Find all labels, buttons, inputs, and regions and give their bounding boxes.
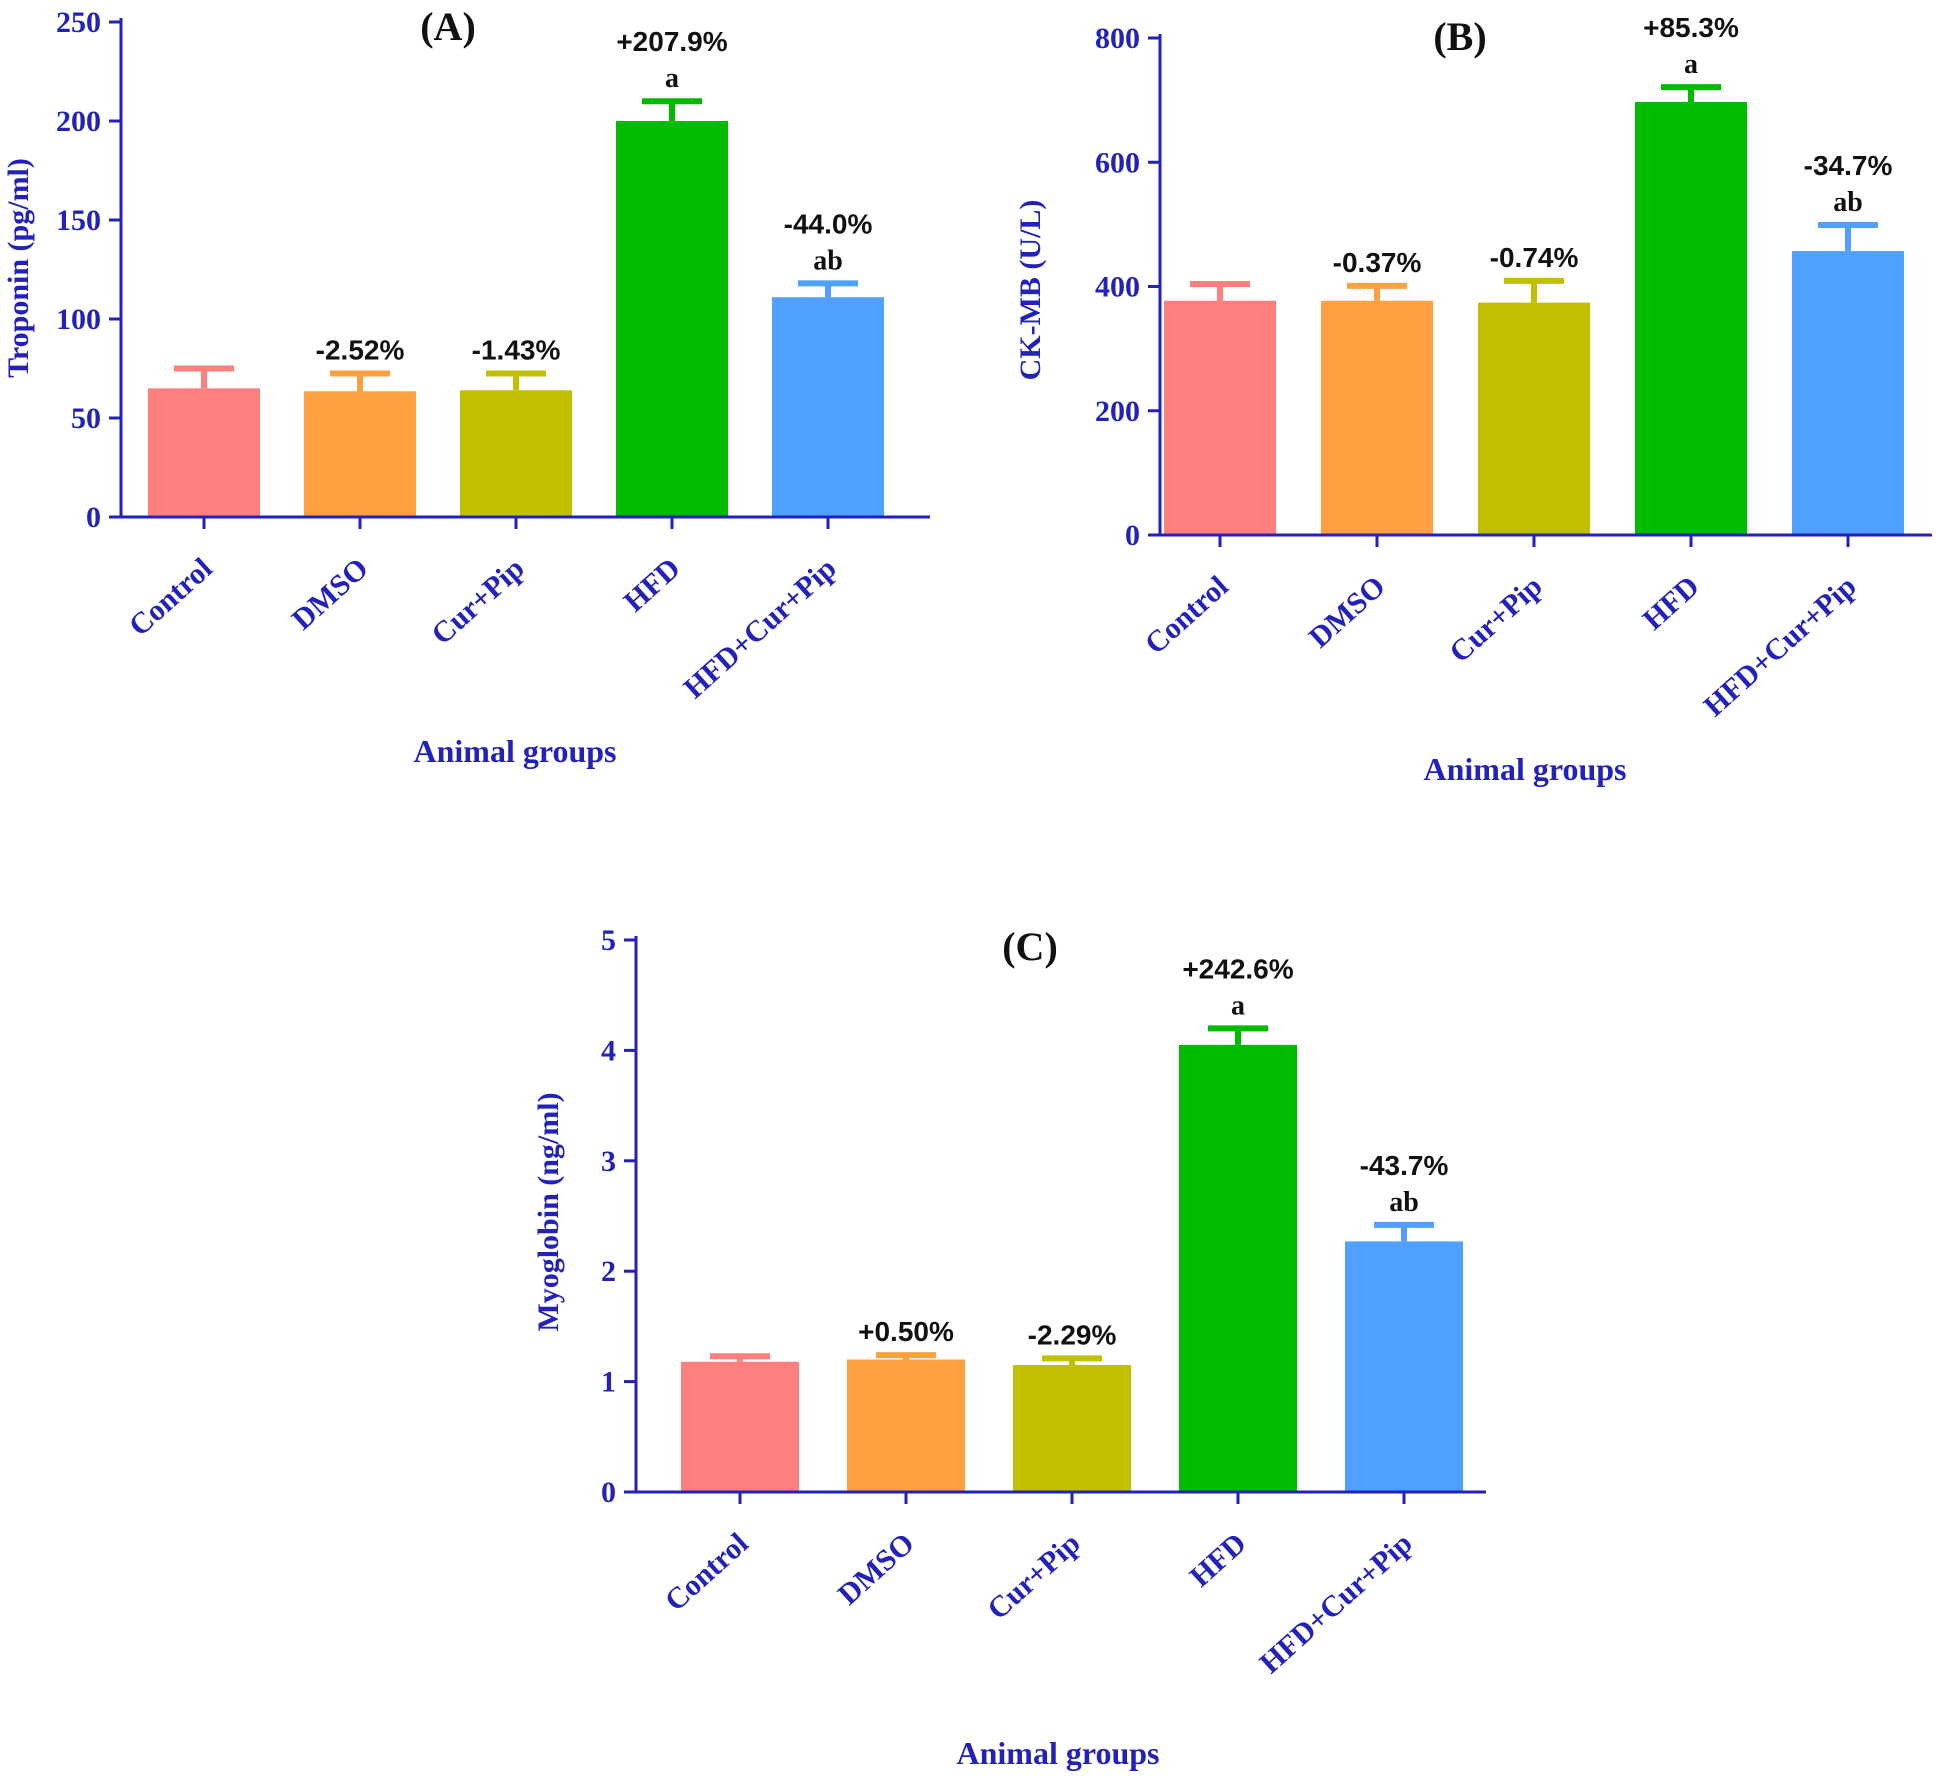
percent-change-label: -2.29% [1028,1319,1117,1350]
y-tick-label: 150 [56,204,101,237]
y-tick-label: 1 [601,1366,616,1399]
x-axis-title: Animal groups [956,1735,1159,1771]
y-tick-label: 600 [1095,146,1140,179]
x-tick-label: Control [659,1527,755,1618]
y-tick-label: 200 [1095,395,1140,428]
panel-b: -0.37% -0.74% a +85.3% ab -34.7% 0 200 400 600 800… [1014,12,1932,787]
y-tick-label: 800 [1095,22,1140,55]
x-tick-label: DMSO [286,552,375,637]
percent-change-label: -0.74% [1490,242,1579,273]
y-tick-label: 200 [56,105,101,138]
y-tick-label: 3 [601,1145,616,1178]
x-tick-label: HFD [1637,570,1706,637]
x-tick-label: Control [123,552,219,643]
bar-hfd [1635,101,1747,536]
x-tick-label: HFD+Cur+Pip [1698,570,1863,723]
panel-title: (C) [1002,924,1058,969]
bar-hfd-cur-pip [772,297,884,517]
percent-change-label: -44.0% [784,208,873,239]
bar-dmso [847,1359,965,1492]
percent-change-label: -34.7% [1804,150,1893,181]
percent-change-label: +242.6% [1182,953,1293,984]
bar-control [681,1361,799,1492]
significance-label: a [1684,49,1698,80]
bar-hfd [1179,1044,1297,1492]
y-tick-label: 5 [601,924,616,957]
x-tick-label: HFD [618,552,687,619]
percent-change-label: -43.7% [1360,1150,1449,1181]
y-axis-title: Troponin (pg/ml) [2,158,35,378]
y-tick-label: 2 [601,1255,616,1288]
significance-label: ab [1389,1187,1419,1218]
x-tick-label: HFD [1184,1527,1253,1594]
percent-change-label: +85.3% [1643,12,1739,43]
y-tick-label: 50 [71,402,101,435]
percent-change-label: +0.50% [858,1316,954,1347]
y-tick-label: 0 [1125,519,1140,552]
bar-hfd-cur-pip [1792,251,1904,535]
x-axis-title: Animal groups [1423,751,1626,787]
y-tick-label: 250 [56,6,101,39]
bar-hfd [616,121,728,517]
bar-control [1164,300,1276,535]
percent-change-label: -2.52% [316,334,405,365]
percent-change-label: -1.43% [472,334,561,365]
bar-cur-pip [1478,302,1590,535]
bar-hfd-cur-pip [1345,1241,1463,1492]
x-tick-label: Cur+Pip [981,1527,1086,1627]
panel-c: +0.50% -2.29% a +242.6% ab -43.7% 0 1 2 3 4 5 Contro… [532,924,1486,1771]
y-tick-label: 0 [601,1476,616,1509]
panel-title: (A) [420,4,476,49]
x-tick-label: Control [1139,570,1235,661]
panel-a: -2.52% -1.43% a +207.9% ab -44.0% 0 50 100 150 200… [2,4,930,769]
y-tick-label: 400 [1095,271,1140,304]
significance-label: ab [1833,187,1863,218]
y-axis-title: Myoglobin (ng/ml) [532,1092,565,1331]
bar-dmso [1321,300,1433,535]
y-axis-title: CK-MB (U/L) [1014,200,1047,381]
significance-label: a [665,63,679,94]
x-tick-label: DMSO [832,1527,921,1612]
bar-dmso [304,391,416,517]
significance-label: a [1231,990,1245,1021]
x-tick-label: DMSO [1303,570,1392,655]
significance-label: ab [813,245,843,276]
panel-title: (B) [1433,14,1486,59]
x-tick-label: HFD+Cur+Pip [1254,1527,1419,1680]
x-tick-label: Cur+Pip [425,552,530,652]
y-tick-label: 0 [86,501,101,534]
y-tick-label: 4 [601,1034,616,1067]
x-axis-title: Animal groups [413,733,616,769]
x-tick-label: HFD+Cur+Pip [678,552,843,705]
percent-change-label: -0.37% [1333,247,1422,278]
bar-cur-pip [1013,1365,1131,1492]
y-tick-label: 100 [56,303,101,336]
bar-cur-pip [460,390,572,517]
bar-control [148,388,260,517]
x-tick-label: Cur+Pip [1443,570,1548,670]
percent-change-label: +207.9% [616,26,727,57]
